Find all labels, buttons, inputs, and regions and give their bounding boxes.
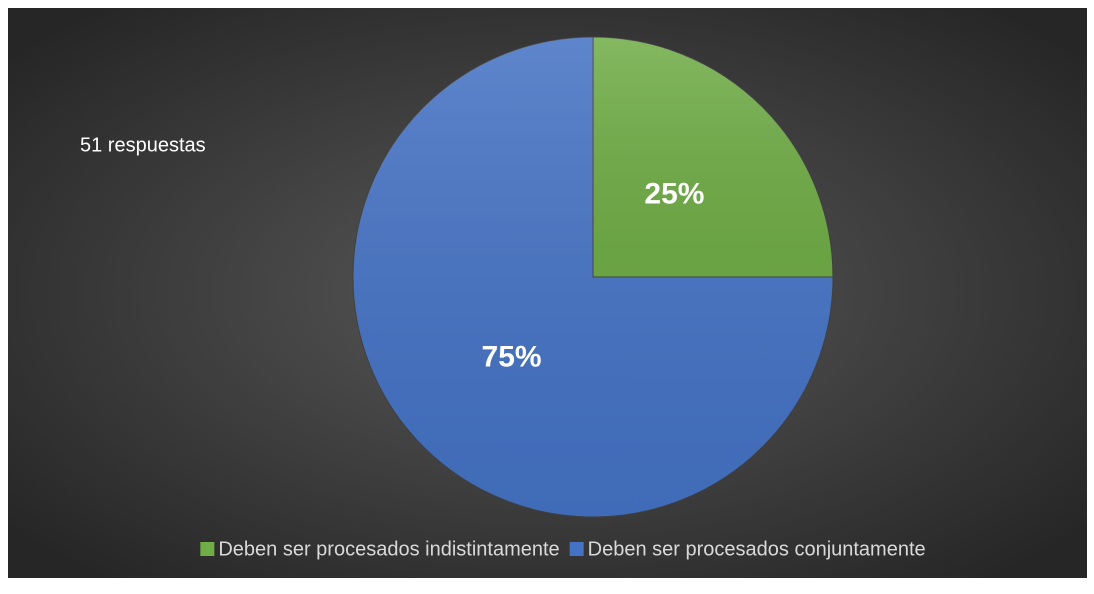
legend: Deben ser procesados indistintamente Debe… <box>200 538 926 560</box>
legend-label: Deben ser procesados conjuntamente <box>588 538 926 560</box>
legend-swatch <box>569 542 584 556</box>
legend-swatch <box>200 542 215 556</box>
legend-label: Deben ser procesados indistintamente <box>218 538 559 560</box>
data-label: 75% <box>482 340 542 373</box>
data-label: 25% <box>644 177 704 210</box>
pie: 25% 75% <box>352 36 834 518</box>
annotation: 51 respuestas <box>80 134 206 156</box>
